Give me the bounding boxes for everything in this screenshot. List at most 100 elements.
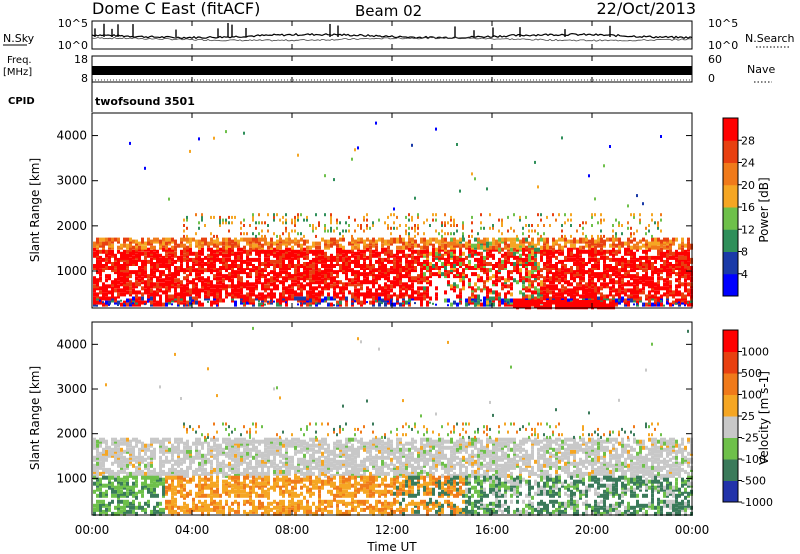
power-cell xyxy=(243,298,246,303)
power-cell xyxy=(489,249,492,254)
power-cell xyxy=(606,249,609,254)
power-cell xyxy=(678,290,681,295)
power-cell xyxy=(351,249,354,254)
power-cell xyxy=(471,294,474,299)
power-cell xyxy=(537,294,540,299)
power-cell xyxy=(183,243,186,248)
velocity-cell xyxy=(195,445,198,450)
power-cell xyxy=(666,268,669,273)
power-cell xyxy=(315,292,318,297)
power-cell xyxy=(324,300,326,303)
velocity-cell xyxy=(159,465,162,470)
power-cell xyxy=(168,288,171,293)
power-cell xyxy=(450,243,453,248)
power-cell xyxy=(495,262,498,266)
power-cell xyxy=(309,278,312,283)
power-cell xyxy=(261,237,264,242)
power-cell xyxy=(561,136,563,140)
power-cell xyxy=(687,270,690,275)
power-cell xyxy=(342,234,344,238)
power-cell xyxy=(198,272,201,277)
power-cell xyxy=(153,237,156,242)
power-cell xyxy=(426,292,429,297)
power-cell xyxy=(450,218,452,222)
nsearch-series-line xyxy=(91,36,693,42)
power-cell xyxy=(531,224,533,227)
power-cell xyxy=(471,292,474,297)
power-cell xyxy=(600,282,603,287)
power-cell xyxy=(540,245,543,250)
power-cell xyxy=(558,237,561,242)
power-cell xyxy=(558,268,561,273)
power-cell xyxy=(627,282,630,287)
power-cell xyxy=(549,276,552,281)
power-cell xyxy=(372,221,374,225)
power-cell xyxy=(489,226,491,230)
power-cell xyxy=(372,268,375,273)
power-cell xyxy=(117,294,120,299)
velocity-cell xyxy=(165,471,168,476)
power-cell xyxy=(567,305,570,310)
power-cell xyxy=(684,262,687,266)
power-cell xyxy=(558,296,561,301)
power-cell xyxy=(129,299,131,302)
velocity-cell xyxy=(117,493,120,498)
power-cell xyxy=(483,245,486,250)
power-cell xyxy=(321,274,324,279)
power-cell xyxy=(525,288,528,293)
power-cell xyxy=(99,299,101,302)
power-cell xyxy=(408,234,410,238)
power-cell xyxy=(135,259,138,264)
power-cell xyxy=(552,213,554,217)
velocity-cell xyxy=(186,449,189,454)
power-cell xyxy=(597,264,600,268)
power-cell xyxy=(678,243,681,248)
power-cell xyxy=(141,268,144,273)
power-cell xyxy=(687,288,690,293)
power-cell xyxy=(639,245,642,250)
power-cell xyxy=(315,245,318,250)
power-cell xyxy=(609,298,612,303)
velocity-cell xyxy=(108,507,111,512)
power-cell xyxy=(327,272,330,277)
power-cell xyxy=(417,213,419,217)
power-cell xyxy=(207,253,210,258)
velocity-cell xyxy=(150,483,153,488)
power-cell xyxy=(297,268,300,273)
power-cell xyxy=(480,288,483,293)
power-cell xyxy=(183,253,186,258)
power-cell xyxy=(180,294,183,299)
power-cell xyxy=(195,276,198,281)
power-cell xyxy=(375,292,378,297)
power-cell xyxy=(411,226,413,230)
velocity-cell xyxy=(189,425,191,429)
power-cell xyxy=(243,259,246,264)
power-cell xyxy=(465,302,468,307)
power-cell xyxy=(123,288,126,293)
power-cell xyxy=(486,288,489,293)
power-cell xyxy=(459,262,462,266)
velocity-cell xyxy=(180,449,183,454)
power-cell xyxy=(405,288,408,293)
power-cell xyxy=(387,300,390,305)
power-cell xyxy=(348,229,350,233)
velocity-cell xyxy=(195,491,198,496)
power-cell xyxy=(648,255,651,260)
power-cell xyxy=(129,286,132,291)
power-cell xyxy=(363,292,366,297)
power-cell xyxy=(294,253,297,258)
power-cell xyxy=(339,255,342,260)
power-cell xyxy=(276,251,279,256)
power-cell xyxy=(483,262,486,266)
power-cell xyxy=(633,262,636,266)
power-cell xyxy=(240,276,243,281)
power-cell xyxy=(279,264,282,268)
velocity-cell xyxy=(207,477,210,482)
power-cell xyxy=(657,276,660,281)
power-cell xyxy=(654,294,657,299)
velocity-cell xyxy=(183,483,186,488)
power-cell xyxy=(204,224,206,227)
velocity-cell xyxy=(120,485,123,490)
power-cell xyxy=(540,255,543,260)
velocity-cell xyxy=(117,477,120,482)
